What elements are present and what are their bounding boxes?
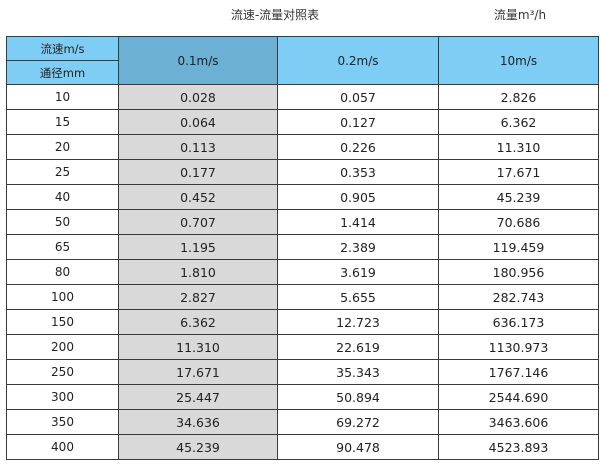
flow-cell: 636.173	[438, 309, 599, 335]
flow-cell: 35.343	[277, 359, 439, 385]
flow-cell: 2.827	[118, 284, 278, 310]
flow-cell: 22.619	[277, 334, 439, 360]
flow-cell: 1767.146	[438, 359, 599, 385]
table-row: 350 34.636 69.272 3463.606	[6, 409, 599, 435]
flow-rate-table: 流速m/s 0.1m/s 0.2m/s 10m/s 通径mm 10 0.028 0.…	[6, 36, 599, 460]
diameter-cell: 400	[6, 434, 119, 460]
table-row: 250 17.671 35.343 1767.146	[6, 359, 599, 385]
table-row: 25 0.177 0.353 17.671	[6, 159, 599, 185]
flow-cell: 12.723	[277, 309, 439, 335]
diameter-cell: 80	[6, 259, 119, 285]
flow-cell: 1.195	[118, 234, 278, 260]
flow-cell: 25.447	[118, 384, 278, 410]
flow-cell: 11.310	[118, 334, 278, 360]
diameter-header: 通径mm	[6, 60, 119, 85]
flow-cell: 0.353	[277, 159, 439, 185]
table-row: 150 6.362 12.723 636.173	[6, 309, 599, 335]
diameter-cell: 25	[6, 159, 119, 185]
flow-cell: 180.956	[438, 259, 599, 285]
flow-cell: 5.655	[277, 284, 439, 310]
flow-cell: 0.226	[277, 134, 439, 160]
flow-cell: 50.894	[277, 384, 439, 410]
flow-cell: 0.127	[277, 109, 439, 135]
flow-cell: 17.671	[438, 159, 599, 185]
flow-cell: 3463.606	[438, 409, 599, 435]
flow-cell: 3.619	[277, 259, 439, 285]
flow-cell: 4523.893	[438, 434, 599, 460]
flow-cell: 34.636	[118, 409, 278, 435]
flow-cell: 0.707	[118, 209, 278, 235]
table-row: 10 0.028 0.057 2.826	[6, 84, 599, 110]
unit-label: 流量m³/h	[493, 8, 547, 22]
flow-cell: 1.414	[277, 209, 439, 235]
table-title: 流速-流量对照表	[230, 8, 320, 22]
table-row: 65 1.195 2.389 119.459	[6, 234, 599, 260]
flow-cell: 0.452	[118, 184, 278, 210]
table-row: 300 25.447 50.894 2544.690	[6, 384, 599, 410]
column-header-0.1: 0.1m/s	[118, 36, 278, 85]
flow-cell: 282.743	[438, 284, 599, 310]
table-row: 15 0.064 0.127 6.362	[6, 109, 599, 135]
table-row: 40 0.452 0.905 45.239	[6, 184, 599, 210]
flow-cell: 2.826	[438, 84, 599, 110]
flow-cell: 45.239	[438, 184, 599, 210]
diameter-cell: 300	[6, 384, 119, 410]
flow-cell: 6.362	[118, 309, 278, 335]
diameter-cell: 150	[6, 309, 119, 335]
flow-cell: 69.272	[277, 409, 439, 435]
flow-cell: 2544.690	[438, 384, 599, 410]
velocity-header: 流速m/s	[6, 36, 119, 61]
table-row: 400 45.239 90.478 4523.893	[6, 434, 599, 460]
flow-cell: 0.057	[277, 84, 439, 110]
flow-cell: 1130.973	[438, 334, 599, 360]
flow-cell: 0.113	[118, 134, 278, 160]
flow-cell: 11.310	[438, 134, 599, 160]
diameter-cell: 15	[6, 109, 119, 135]
flow-cell: 119.459	[438, 234, 599, 260]
column-header-0.2: 0.2m/s	[277, 36, 439, 85]
diameter-cell: 20	[6, 134, 119, 160]
diameter-cell: 350	[6, 409, 119, 435]
flow-cell: 0.064	[118, 109, 278, 135]
diameter-cell: 65	[6, 234, 119, 260]
column-header-10: 10m/s	[438, 36, 599, 85]
diameter-cell: 100	[6, 284, 119, 310]
flow-cell: 0.177	[118, 159, 278, 185]
flow-cell: 90.478	[277, 434, 439, 460]
table-row: 100 2.827 5.655 282.743	[6, 284, 599, 310]
diameter-cell: 40	[6, 184, 119, 210]
table-row: 20 0.113 0.226 11.310	[6, 134, 599, 160]
table-row: 200 11.310 22.619 1130.973	[6, 334, 599, 360]
diameter-cell: 250	[6, 359, 119, 385]
flow-cell: 0.905	[277, 184, 439, 210]
table-row: 50 0.707 1.414 70.686	[6, 209, 599, 235]
diameter-cell: 50	[6, 209, 119, 235]
flow-cell: 0.028	[118, 84, 278, 110]
flow-cell: 1.810	[118, 259, 278, 285]
table-row: 80 1.810 3.619 180.956	[6, 259, 599, 285]
diameter-cell: 200	[6, 334, 119, 360]
diameter-cell: 10	[6, 84, 119, 110]
flow-cell: 70.686	[438, 209, 599, 235]
flow-cell: 2.389	[277, 234, 439, 260]
flow-cell: 45.239	[118, 434, 278, 460]
flow-cell: 6.362	[438, 109, 599, 135]
flow-cell: 17.671	[118, 359, 278, 385]
